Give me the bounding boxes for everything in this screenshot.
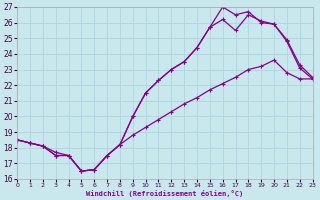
X-axis label: Windchill (Refroidissement éolien,°C): Windchill (Refroidissement éolien,°C) — [86, 190, 244, 197]
